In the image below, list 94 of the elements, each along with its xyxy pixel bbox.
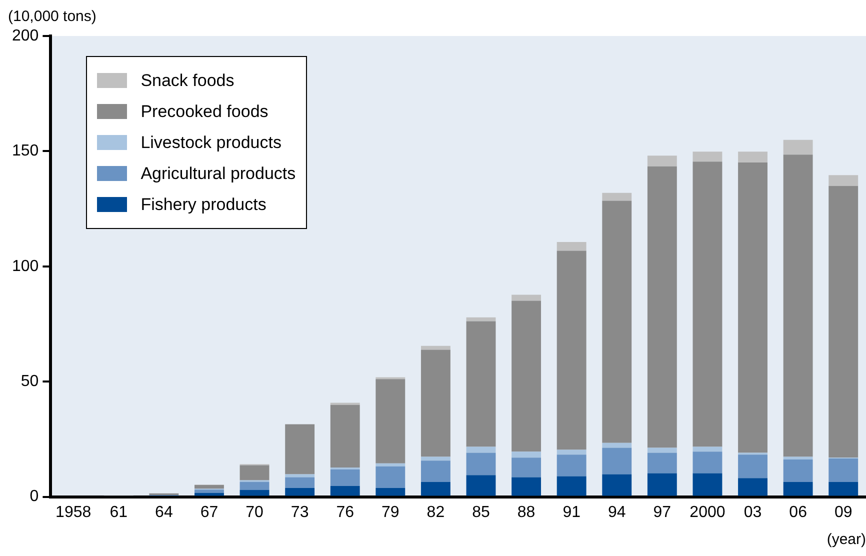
bar [376, 463, 406, 466]
bar [647, 452, 677, 474]
y-tick-label: 100 [12, 258, 39, 275]
bar [194, 492, 224, 496]
x-tick-label: 09 [834, 504, 852, 521]
x-tick-label: 1958 [56, 504, 92, 521]
legend-label: Livestock products [140, 132, 282, 152]
bar [738, 454, 768, 478]
bar [783, 459, 813, 482]
bar [376, 466, 406, 488]
bar [466, 475, 496, 496]
y-axis-title: (10,000 tons) [8, 8, 96, 25]
bar [420, 456, 450, 461]
x-tick-label: 88 [517, 504, 536, 521]
bar [330, 469, 360, 486]
bar [647, 473, 677, 496]
bar [512, 300, 542, 452]
bar [738, 162, 768, 453]
bar [692, 473, 722, 496]
x-tick-label: 61 [110, 504, 128, 521]
bar [602, 448, 632, 474]
bar [285, 424, 315, 474]
bar [647, 156, 677, 166]
y-tick-label: 50 [20, 373, 39, 390]
bar [692, 162, 722, 447]
x-tick-label: 85 [472, 504, 490, 521]
x-tick-label: 2000 [690, 504, 726, 521]
bar [602, 200, 632, 443]
bar [692, 452, 722, 474]
x-axis-title: (year) [826, 531, 866, 548]
bar [692, 446, 722, 452]
bar [420, 460, 450, 482]
bar [692, 152, 722, 162]
bar [783, 456, 813, 460]
bar [512, 452, 542, 458]
bar [420, 350, 450, 457]
bar [602, 192, 632, 201]
bar [783, 482, 813, 496]
bar [240, 482, 270, 490]
bar [647, 448, 677, 453]
x-tick-label: 79 [382, 504, 400, 521]
x-tick-label: 06 [789, 504, 808, 521]
bar [466, 321, 496, 447]
x-tick-label: 73 [290, 504, 309, 521]
bar [240, 490, 270, 496]
y-tick-label: 200 [12, 27, 39, 44]
legend-label: Precooked foods [140, 102, 268, 122]
bar [420, 482, 450, 496]
bar [556, 476, 586, 496]
bar [285, 477, 315, 488]
x-tick-label: 82 [426, 504, 445, 521]
bar [783, 154, 813, 457]
x-tick-label: 97 [653, 504, 672, 521]
bar [240, 465, 270, 480]
bar [556, 242, 586, 251]
x-tick-label: 76 [336, 504, 354, 521]
bar [556, 250, 586, 450]
bar [466, 452, 496, 476]
bar [194, 490, 224, 493]
x-tick-label: 91 [562, 504, 581, 521]
bar [828, 186, 858, 458]
legend-label: Agricultural products [140, 164, 296, 184]
bar [376, 379, 406, 464]
bar [783, 140, 813, 155]
bar [556, 454, 586, 476]
bar [828, 458, 858, 482]
x-tick-label: 03 [744, 504, 762, 521]
bar [738, 152, 768, 162]
bar [512, 477, 542, 496]
x-tick-label: 64 [155, 504, 173, 521]
bar [285, 488, 315, 496]
bar [466, 446, 496, 453]
x-tick-label: 67 [200, 504, 218, 521]
legend-label: Snack foods [140, 70, 234, 90]
legend-label: Fishery products [140, 194, 266, 214]
bar [376, 488, 406, 496]
y-tick-label: 0 [30, 488, 39, 506]
bar [194, 485, 224, 489]
bar [420, 346, 450, 350]
y-tick-label: 150 [12, 142, 39, 160]
bar [738, 478, 768, 496]
bar [828, 482, 858, 496]
bar [330, 404, 360, 468]
bar [647, 166, 677, 448]
bar [512, 294, 542, 301]
bar [828, 175, 858, 186]
bar [285, 474, 315, 478]
x-tick-label: 94 [608, 504, 626, 521]
bar [602, 442, 632, 448]
bar [602, 474, 632, 496]
bar [512, 458, 542, 478]
bar [556, 450, 586, 455]
x-tick-label: 70 [246, 504, 264, 521]
bar [330, 486, 360, 496]
